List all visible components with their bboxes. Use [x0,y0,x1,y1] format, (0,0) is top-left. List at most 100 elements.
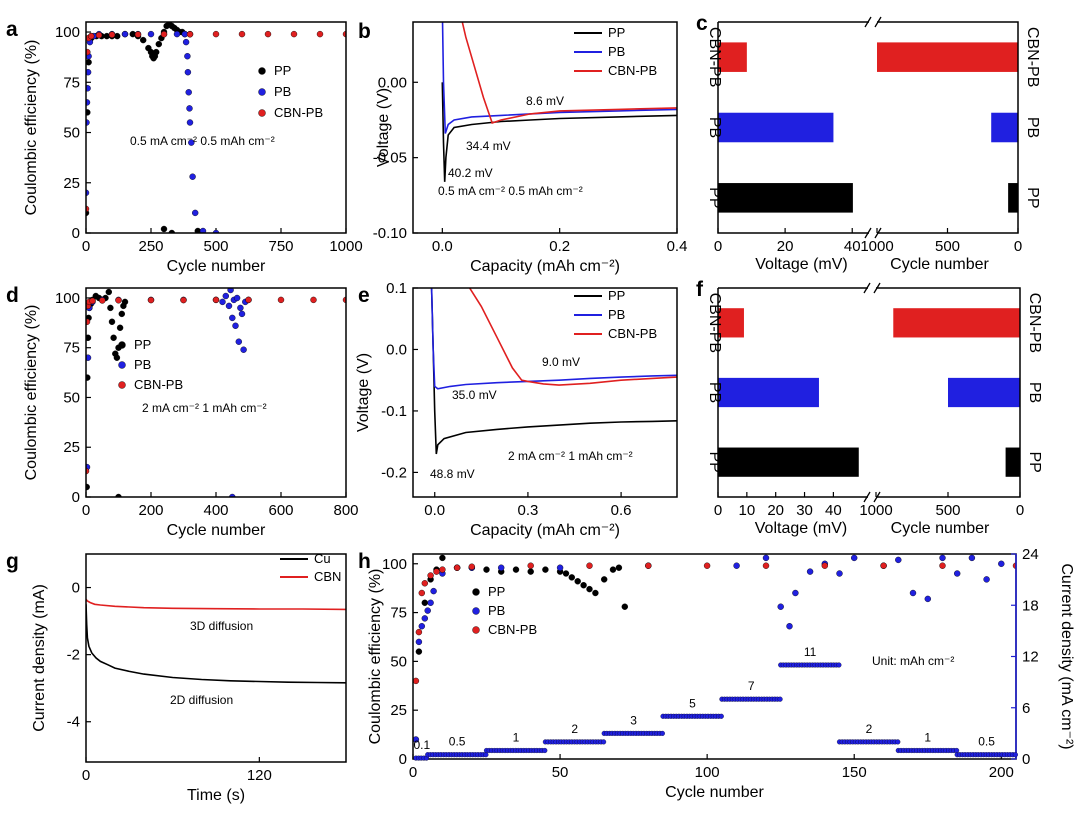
bar-cycles-pb [991,112,1018,143]
y-tick-label: 25 [63,175,80,192]
rate-step-point [895,739,901,745]
rate-step-point [777,696,783,702]
data-point-pb [240,346,247,353]
rate-step-label: 7 [748,679,755,693]
data-point-pb [186,119,194,126]
panel-g: 0 120 0 -2 -4 Time (s) Current density (mA) g Cu… [6,550,347,804]
data-point-pp [107,304,114,312]
data-point-cbn-pb [439,566,446,573]
x-tick-label: 0 [82,238,90,255]
legend-label: CBN [314,569,341,584]
x-axis-label: Cycle number [665,784,764,801]
data-point-pb [86,354,92,361]
panel-label: g [6,550,19,573]
data-point-pb [733,562,740,569]
data-point-cbn-pb [99,297,106,304]
x-tick-label: 0 [714,502,722,519]
y-tick-label: 50 [63,389,80,406]
data-point-pp [86,109,91,116]
category-label-right: CBN-PB [1024,27,1041,87]
y-tick-label: 50 [63,125,80,142]
y-tick-label: 0 [72,225,80,242]
y2-tick-label: 24 [1022,546,1039,563]
rate-step-point [836,662,842,668]
panel-f: PP PP PB PB CBN-PB CBN-PB 0 10 20 30 40 1000 500 0 Vol… [696,278,1043,537]
panel-e: 0.0 0.3 0.6 -0.2 -0.1 0.0 0.1 Capacity (mAh cm⁻… [355,280,678,539]
data-point-cbn-pb [527,562,534,569]
legend-label: PP [488,584,505,599]
rate-step-label: 0.1 [413,738,430,752]
panel-label: h [358,550,371,573]
category-label-left: PB [706,382,723,403]
rate-step-point [601,739,607,745]
y-tick-label: -0.1 [381,403,407,420]
data-point-pb [237,304,244,312]
y2-axis-label: Current density (mA cm⁻²) [1058,563,1075,749]
x-tick-label: 400 [203,502,228,519]
y-tick-label: 0 [72,489,80,506]
data-point-cbn-pb [880,562,887,569]
panel-label: c [696,12,708,35]
plot-frame [412,287,678,498]
x-tick-label: 0.4 [667,238,688,255]
data-point-pp [116,324,124,331]
y-tick-label: 50 [390,653,407,670]
x-tick-label: 0.6 [611,502,632,519]
data-point-pp [160,225,168,233]
data-point-pp [152,48,160,56]
data-point-pb [430,587,437,595]
legend-swatch-cbn-pb [472,626,480,634]
data-point-pp [421,599,428,606]
legend-swatch-pb [258,88,266,96]
category-label-right: PB [1026,382,1043,403]
x-axis-label: Capacity (mAh cm⁻²) [470,258,620,275]
data-point-pp [108,318,116,325]
data-point-cbn-pb [821,562,828,569]
panel-label: f [696,278,704,301]
data-point-cbn-pb [310,296,317,304]
bar-voltage-cbn-pb [718,308,744,338]
legend-label: PB [608,44,625,59]
data-point-pp [601,576,608,583]
x-tick-label: 40 [825,502,842,519]
x-tick-label: 500 [935,238,960,255]
data-point-cbn-pb [86,48,91,56]
rate-step-point [718,713,724,719]
x-axis-label-voltage: Voltage (mV) [755,520,847,537]
x-tick-label: 150 [842,764,867,781]
overpotential-label-pp: 48.8 mV [430,467,475,481]
data-point-cbn-pb [290,30,298,38]
axis-break-mark [864,16,872,28]
legend-label: Cu [314,551,331,566]
y-tick-label: 100 [55,290,80,307]
legend-swatch-pb [118,361,126,369]
y2-tick-label: 6 [1022,700,1030,717]
annotation-2d-diffusion: 2D diffusion [170,693,233,707]
x-tick-label: 100 [695,764,720,781]
axis-break-mark [873,491,881,503]
x-axis-label-cycles: Cycle number [890,256,989,273]
data-point-pb [851,554,858,562]
bar-voltage-pb [718,377,819,408]
data-point-pb [777,603,784,610]
data-point-pp [562,570,570,577]
rate-step-label: 3 [630,713,637,727]
rate-step-point [483,752,489,758]
bar-voltage-cbn-pb [718,42,747,72]
rate-step-label: 2 [571,722,578,736]
y-tick-label: 0 [399,751,407,768]
overpotential-label-pb: 35.0 mV [452,388,497,402]
x-tick-label: 200 [138,502,163,519]
legend-label: PB [488,603,505,618]
x-tick-label: 20 [777,238,794,255]
rate-step-label: 0.5 [449,735,466,749]
data-point-pp [86,334,92,341]
x-tick-label: 30 [796,502,813,519]
x-tick-label: 600 [268,502,293,519]
category-label-right: PB [1024,117,1041,138]
data-point-cbn-pb [147,296,155,304]
data-point-pb [229,314,236,322]
data-point-cbn-pb [87,32,95,40]
y-axis-label: Voltage (V) [355,353,372,432]
bar-voltage-pb [718,112,834,143]
